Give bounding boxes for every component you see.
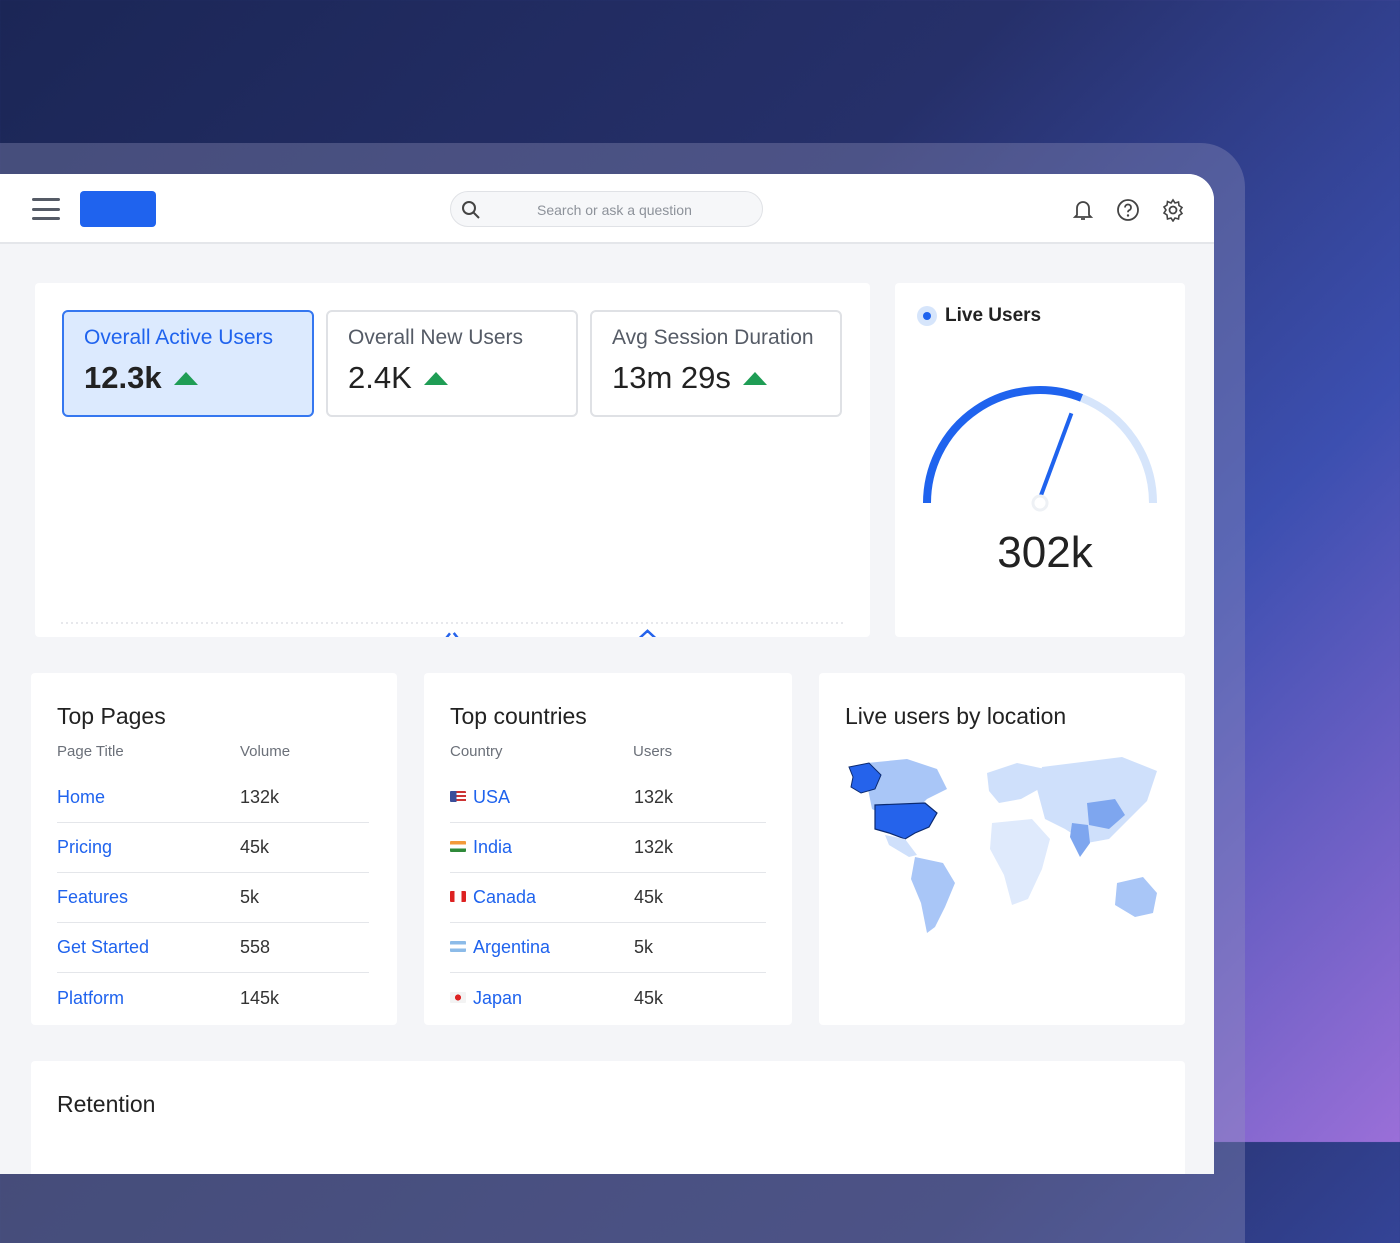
gauge-fill xyxy=(923,386,1084,504)
country-link[interactable]: USA xyxy=(473,787,511,807)
page-volume: 558 xyxy=(240,937,271,957)
country-users: 45k xyxy=(634,987,664,1008)
live-users-title: Live Users xyxy=(945,305,1042,326)
bell-icon[interactable] xyxy=(1072,198,1094,222)
map-region-europe xyxy=(987,763,1045,803)
table-row: Features 5k xyxy=(57,873,369,923)
trend-up-icon xyxy=(173,371,198,385)
map-region-china xyxy=(1087,799,1125,829)
world-map[interactable] xyxy=(827,753,1177,953)
top-pages-card: Top Pages Page Title Volume Home 132k Prici… xyxy=(31,673,397,1025)
kpi-label: Avg Session Duration xyxy=(612,326,814,349)
table-row: USA 132k xyxy=(450,773,766,823)
search-placeholder: Search or ask a question xyxy=(537,202,692,218)
country-users: 5k xyxy=(634,937,654,957)
table-row: Canada 45k xyxy=(450,873,766,923)
live-users-gauge xyxy=(923,386,1157,512)
page-link[interactable]: Get Started xyxy=(57,937,150,957)
map-region-usa xyxy=(874,802,938,840)
logo[interactable] xyxy=(80,191,156,227)
page-volume: 5k xyxy=(240,887,260,907)
flag-ar-icon xyxy=(450,941,466,952)
kpi-label: Overall New Users xyxy=(348,326,524,349)
kpi-value: 13m 29s xyxy=(612,360,731,395)
kpi-tile[interactable]: Overall New Users 2.4K xyxy=(326,310,578,417)
search-icon xyxy=(462,201,480,219)
top-pages-title: Top Pages xyxy=(57,703,166,729)
map-region-australia xyxy=(1115,877,1157,917)
map-region-south-america xyxy=(911,857,955,933)
retention-card: Retention xyxy=(31,1061,1185,1174)
country-users: 132k xyxy=(634,837,674,857)
search-input[interactable]: Search or ask a question xyxy=(450,191,763,227)
analytics-app: Search or ask a question Overall Active … xyxy=(0,174,1214,1174)
country-users: 132k xyxy=(634,787,674,807)
kpi-chart-card: Overall Active Users 12.3k Overall New Use… xyxy=(35,283,870,637)
page-volume: 132k xyxy=(240,787,280,807)
column-header: Volume xyxy=(240,743,291,760)
map-title: Live users by location xyxy=(845,703,1067,729)
map-region-alaska xyxy=(848,762,882,794)
page-link[interactable]: Platform xyxy=(57,987,125,1008)
live-indicator-icon xyxy=(917,306,937,326)
menu-icon[interactable] xyxy=(32,198,60,220)
column-header: Country xyxy=(450,743,503,760)
column-header: Users xyxy=(633,743,673,760)
page-link[interactable]: Home xyxy=(57,787,106,807)
page-link[interactable]: Pricing xyxy=(57,837,113,857)
table-row: Pricing 45k xyxy=(57,823,369,873)
kpi-tile[interactable]: Avg Session Duration 13m 29s xyxy=(590,310,842,417)
kpi-value: 2.4K xyxy=(348,360,412,395)
live-users-value: 302k xyxy=(997,528,1093,577)
gauge-needle xyxy=(1038,412,1074,499)
flag-ca-icon xyxy=(450,891,466,902)
table-row: Home 132k xyxy=(57,773,369,823)
top-bar: Search or ask a question xyxy=(0,174,1214,244)
map-region-india xyxy=(1070,823,1090,857)
live-map-card: Live users by location xyxy=(819,673,1185,1025)
country-link[interactable]: Japan xyxy=(473,987,523,1008)
table-row: Japan 45k xyxy=(450,973,766,1023)
live-users-card: Live Users 302k xyxy=(895,283,1185,637)
column-header: Page Title xyxy=(57,743,124,760)
map-region-africa xyxy=(990,819,1050,905)
flag-in-icon xyxy=(450,841,466,852)
page-volume: 145k xyxy=(240,987,280,1008)
kpi-label: Overall Active Users xyxy=(84,326,274,349)
kpi-value: 12.3k xyxy=(84,360,162,395)
gauge-track xyxy=(1080,394,1157,504)
line-chart xyxy=(61,622,843,637)
table-row: India 132k xyxy=(450,823,766,873)
country-link[interactable]: Argentina xyxy=(473,937,551,957)
gear-icon[interactable] xyxy=(1161,198,1185,222)
kpi-tile[interactable]: Overall Active Users 12.3k xyxy=(62,310,314,417)
series-line-solid xyxy=(638,629,657,637)
trend-up-icon xyxy=(742,371,767,385)
country-users: 45k xyxy=(634,887,664,907)
gauge-pivot xyxy=(1031,494,1049,512)
flag-us-icon xyxy=(450,791,466,802)
map-region-asia xyxy=(1037,757,1157,843)
country-link[interactable]: Canada xyxy=(473,887,537,907)
map-region-central-america xyxy=(885,835,917,857)
trend-up-icon xyxy=(423,371,448,385)
page-link[interactable]: Features xyxy=(57,887,129,907)
top-countries-title: Top countries xyxy=(450,703,587,729)
retention-title: Retention xyxy=(57,1091,156,1117)
table-row: Argentina 5k xyxy=(450,923,766,973)
series-line-dashed xyxy=(445,628,459,637)
country-link[interactable]: India xyxy=(473,837,513,857)
help-icon[interactable] xyxy=(1116,198,1140,222)
top-countries-card: Top countries Country Users USA 132k India 1… xyxy=(424,673,792,1025)
table-row: Platform 145k xyxy=(57,973,369,1023)
flag-jp-icon xyxy=(450,991,466,1003)
page-volume: 45k xyxy=(240,837,270,857)
table-row: Get Started 558 xyxy=(57,923,369,973)
